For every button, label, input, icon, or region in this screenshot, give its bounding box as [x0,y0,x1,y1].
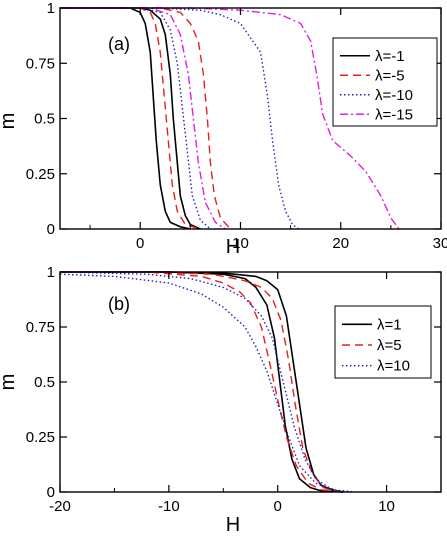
chart-panel-1: -20 -10 0 10 0 0.25 0.5 0.75 1 Hm (b) λ=1 λ=5 λ=10 [0,264,442,536]
series-line-0-branch-0 [60,271,344,493]
curves-group [60,7,400,230]
legend-label: λ=-1 [375,48,405,65]
series-line-0-branch-0 [60,7,191,230]
y-tick-label: 0.25 [26,429,55,446]
legend-label: λ=10 [377,358,410,375]
series-line-0-branch-1 [60,271,344,493]
y-tick-label: 0.25 [26,166,55,183]
series-line-2-branch-0 [60,7,211,230]
series-line-1-branch-0 [60,271,344,493]
x-axis-title: H [226,514,240,536]
series-line-3-branch-1 [60,7,400,230]
legend-box [332,37,438,127]
legend-label: λ=5 [377,337,402,354]
x-tick-label: 0 [274,498,282,515]
series-line-0-branch-1 [60,7,201,230]
legend-label: λ=-10 [375,87,413,104]
y-tick-label: 0.75 [26,55,55,72]
y-tick-label: 0 [47,484,55,501]
y-tick-label: 0.5 [34,111,55,128]
y-axis-title: m [0,374,19,391]
legend-label: λ=-5 [375,67,405,84]
legend: λ=1 λ=5 λ=10 [334,305,432,379]
x-tick-label: 10 [232,235,249,252]
series-line-1-branch-1 [60,7,231,230]
x-tick-label: -10 [158,498,180,515]
y-tick-label: 0.75 [26,319,55,336]
y-tick-label: 1 [47,264,55,281]
y-tick-label: 0 [47,221,55,238]
chart-panel-0: 010203000.250.50.751Hm(a)λ=-1λ=-5λ=-10λ=… [0,0,447,258]
x-tick-label: -20 [49,498,71,515]
panel-label: (a) [108,34,130,54]
series-line-3-branch-0 [60,7,226,230]
x-tick-label: 10 [378,498,395,515]
x-tick-label: 0 [136,235,144,252]
x-tick-label: 30 [433,235,447,252]
x-tick-label: 20 [332,235,349,252]
x-axis-title: H [226,236,240,258]
y-axis-title: m [0,113,19,130]
legend-label: λ=1 [377,316,402,333]
y-tick-label: 0.5 [34,374,55,391]
legend: λ=-1 λ=-5 λ=-10 λ=-15 [332,37,438,127]
y-tick-label: 1 [47,0,55,17]
series-line-2-branch-1 [60,7,300,230]
legend-label: λ=-15 [375,106,413,123]
series-line-1-branch-0 [60,7,201,230]
curves-group [60,271,354,493]
panel-label: (b) [108,294,130,314]
